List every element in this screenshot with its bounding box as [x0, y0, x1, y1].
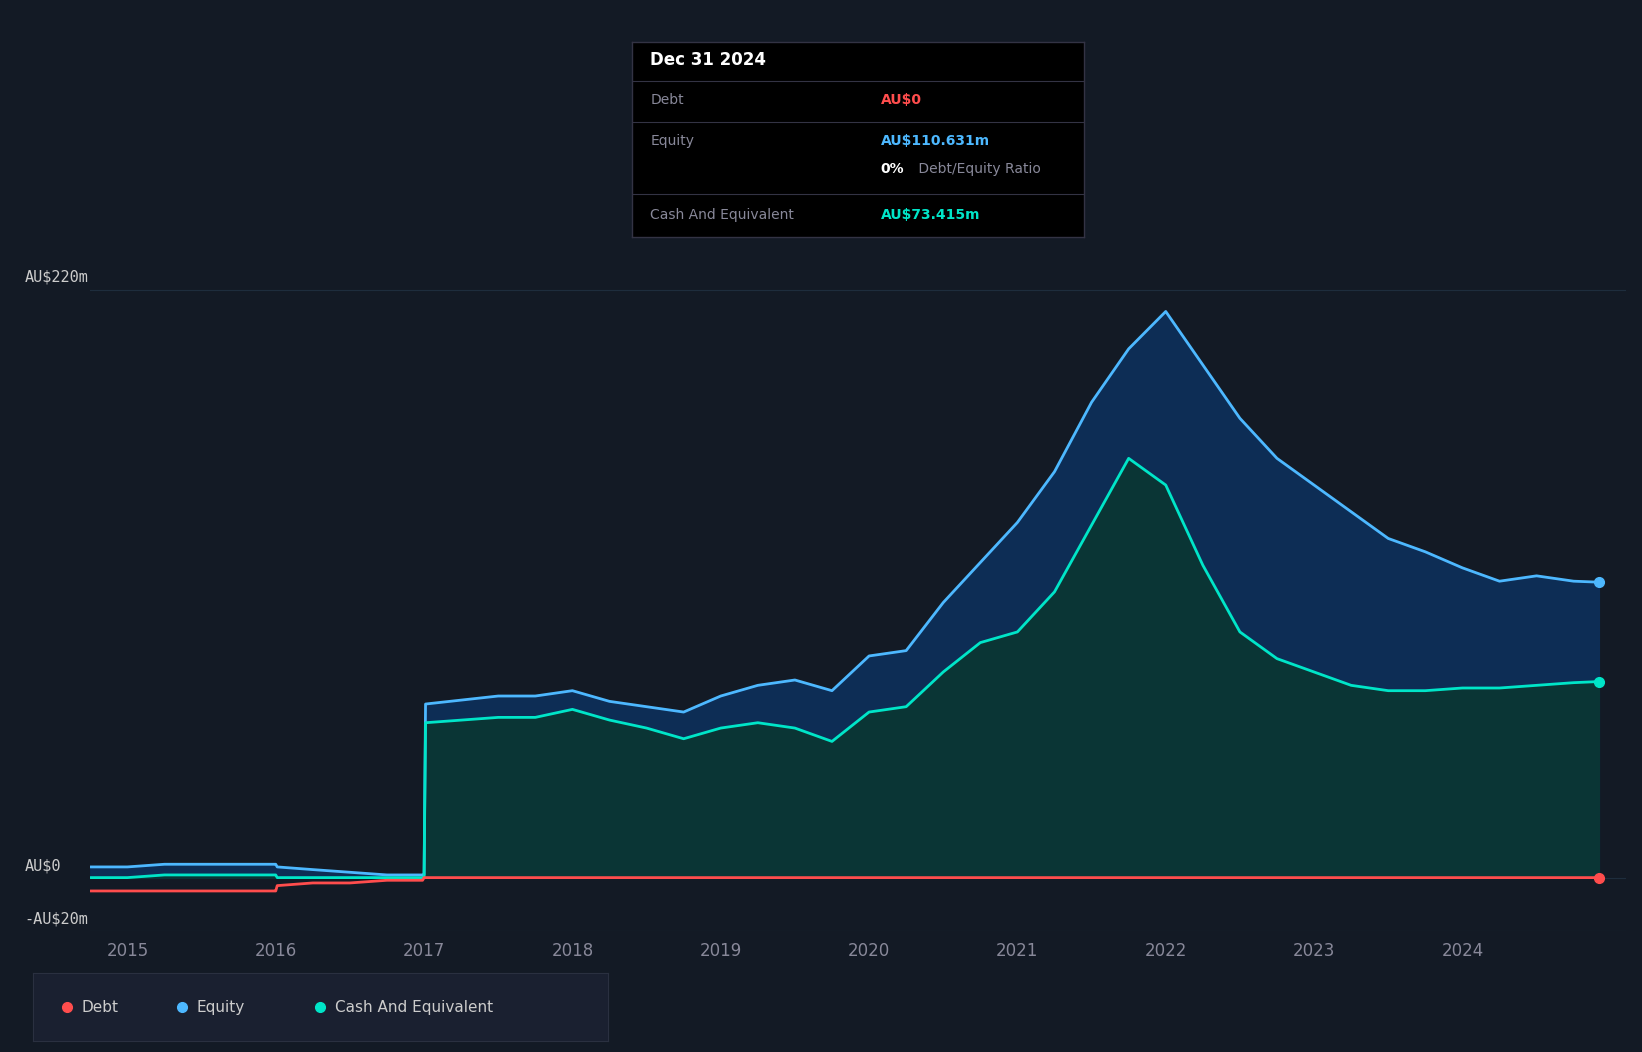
Text: Dec 31 2024: Dec 31 2024	[650, 50, 767, 68]
Text: AU$73.415m: AU$73.415m	[880, 208, 980, 222]
Text: Equity: Equity	[197, 999, 245, 1015]
Text: -AU$20m: -AU$20m	[25, 912, 89, 927]
Text: AU$220m: AU$220m	[25, 270, 89, 285]
Text: AU$0: AU$0	[880, 94, 921, 107]
Text: Debt: Debt	[650, 94, 683, 107]
Text: AU$0: AU$0	[25, 858, 61, 873]
Text: Debt: Debt	[82, 999, 118, 1015]
Text: Cash And Equivalent: Cash And Equivalent	[650, 208, 795, 222]
Text: Debt/Equity Ratio: Debt/Equity Ratio	[915, 162, 1041, 176]
Text: Cash And Equivalent: Cash And Equivalent	[335, 999, 493, 1015]
Text: AU$110.631m: AU$110.631m	[880, 135, 990, 148]
Text: Equity: Equity	[650, 135, 695, 148]
Text: 0%: 0%	[880, 162, 905, 176]
